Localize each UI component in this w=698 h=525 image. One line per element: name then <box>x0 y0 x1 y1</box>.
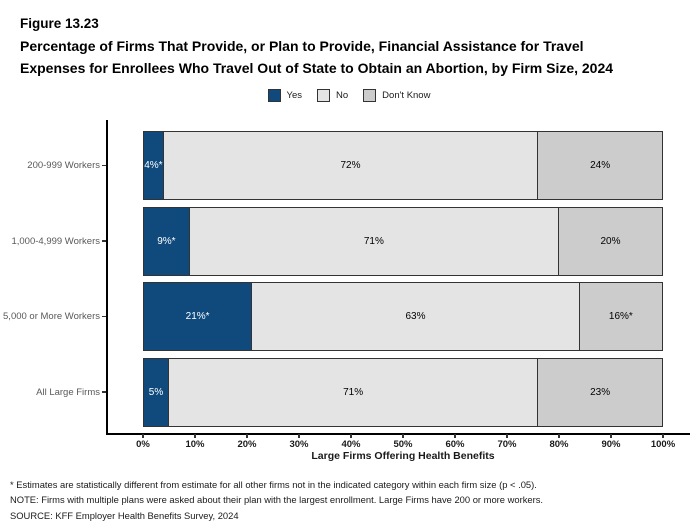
bar-value-label: 72% <box>340 160 361 171</box>
y-axis-line <box>106 120 108 435</box>
bar-segment-yes: 5% <box>143 357 169 427</box>
figure-header: Figure 13.23 Percentage of Firms That Pr… <box>20 12 680 79</box>
bar-segment-yes: 4%* <box>143 131 164 200</box>
x-axis-tick-label: 30% <box>289 439 309 450</box>
bar-value-label: 5% <box>148 386 164 398</box>
category-label: 1,000-4,999 Workers <box>11 235 100 247</box>
bar-value-label: 71% <box>363 235 384 247</box>
bar-value-label: 16%* <box>608 311 633 322</box>
bar-value-label: 4%* <box>144 160 163 171</box>
x-axis-tick <box>662 434 664 438</box>
footnote-line: SOURCE: KFF Employer Health Benefits Sur… <box>10 509 239 521</box>
bar-segment-don-t-know: 23% <box>538 357 663 427</box>
bar-segment-no: 71% <box>169 357 539 427</box>
bar-segment-don-t-know: 16%* <box>579 282 663 351</box>
figure-number: Figure 13.23 <box>20 16 99 31</box>
bar-value-label: 21%* <box>185 311 210 322</box>
x-axis-tick <box>558 434 560 438</box>
bar-row: 21%* 63% 16%* <box>143 282 663 351</box>
bar-segment-no: 72% <box>163 131 539 200</box>
x-axis-tick-label: 100% <box>650 439 676 450</box>
x-axis-tick <box>350 434 352 438</box>
bar-row: 9%* 71% 20% <box>143 206 663 276</box>
category-label: All Large Firms <box>36 386 100 398</box>
y-axis-tick <box>102 240 106 242</box>
bar-value-label: 24% <box>590 160 611 171</box>
x-axis-tick-label: 10% <box>185 439 205 450</box>
y-axis-tick <box>102 391 106 393</box>
figure-title-line-2: Expenses for Enrollees Who Travel Out of… <box>20 59 614 76</box>
footnotes: * Estimates are statistically different … <box>10 477 690 523</box>
category-label: 5,000 or More Workers <box>3 311 100 322</box>
x-axis-tick-label: 70% <box>497 439 517 450</box>
x-axis-tick-label: 0% <box>136 439 150 450</box>
footnote-line: * Estimates are statistically different … <box>10 479 537 490</box>
x-axis-tick-label: 80% <box>549 439 569 450</box>
legend-label: Yes <box>286 89 303 101</box>
x-axis-tick-label: 90% <box>601 439 621 450</box>
legend-swatch-icon <box>317 88 331 102</box>
footnote-line: NOTE: Firms with multiple plans were ask… <box>10 494 544 506</box>
x-axis-line <box>106 433 690 435</box>
x-axis-tick-label: 50% <box>393 439 413 450</box>
x-axis-tick-label: 60% <box>445 439 465 450</box>
bar-segment-don-t-know: 24% <box>538 131 663 200</box>
chart-legend: Yes No Don't Know <box>0 87 698 103</box>
x-axis-tick-label: 20% <box>237 439 257 450</box>
bar-row: 4%* 72% 24% <box>143 131 663 200</box>
bar-value-label: 71% <box>343 386 364 398</box>
x-axis-tick <box>506 434 508 438</box>
bar-value-label: 23% <box>590 386 611 398</box>
legend-swatch-icon <box>267 88 281 102</box>
x-axis-title: Large Firms Offering Health Benefits <box>311 450 495 462</box>
bar-value-label: 63% <box>405 311 426 322</box>
legend-swatch-icon <box>363 88 377 102</box>
legend-label: Don't Know <box>382 89 431 101</box>
bar-segment-no: 63% <box>252 282 580 351</box>
y-axis-tick <box>102 315 106 318</box>
legend-label: No <box>336 89 349 101</box>
x-axis-tick <box>246 434 248 438</box>
bar-value-label: 20% <box>600 235 621 247</box>
x-axis-tick <box>194 434 196 438</box>
legend-item-don-t-know: Don't Know <box>363 88 431 102</box>
bar-segment-no: 71% <box>189 206 559 276</box>
x-axis-tick <box>298 434 300 438</box>
bar-segment-yes: 9%* <box>143 206 190 276</box>
figure-title-line-1: Percentage of Firms That Provide, or Pla… <box>20 38 584 54</box>
legend-item-yes: Yes <box>267 88 303 102</box>
bar-value-label: 9%* <box>157 235 176 247</box>
x-axis-tick <box>610 434 612 438</box>
x-axis-tick <box>454 434 456 438</box>
category-label: 200-999 Workers <box>27 160 100 171</box>
bar-segment-yes: 21%* <box>143 282 253 351</box>
legend-item-no: No <box>317 88 349 102</box>
bar-row: 5% 71% 23% <box>143 357 663 427</box>
x-axis-tick <box>142 434 144 438</box>
y-axis-tick <box>102 164 106 167</box>
bar-segment-don-t-know: 20% <box>558 206 663 276</box>
x-axis-tick <box>402 434 404 438</box>
x-axis-tick-label: 40% <box>341 439 361 450</box>
